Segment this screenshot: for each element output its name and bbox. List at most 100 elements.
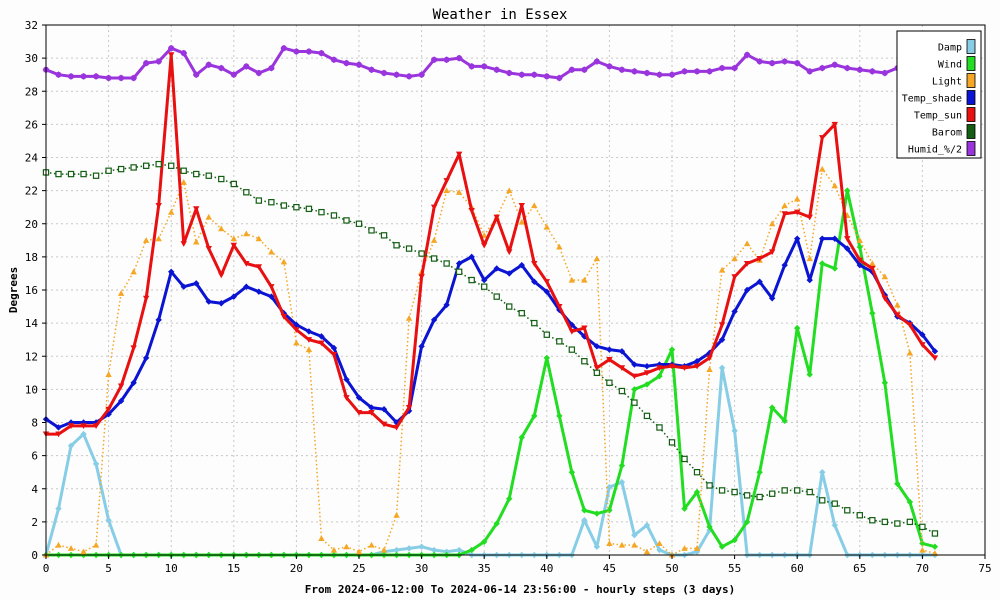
data-point-light — [556, 243, 563, 250]
data-point-temp-sun — [368, 410, 375, 416]
data-point-light — [681, 545, 688, 551]
legend-label-barom: Barom — [932, 128, 962, 139]
data-point-temp-sun — [919, 342, 926, 348]
data-point-temp-shade — [481, 276, 488, 284]
data-point-wind — [931, 543, 939, 550]
data-point-barom — [894, 520, 901, 527]
data-point-temp-sun — [443, 178, 450, 184]
data-point-wind — [743, 518, 751, 526]
data-point-temp-sun — [67, 423, 75, 430]
data-point-temp-sun — [643, 370, 651, 377]
data-point-barom — [280, 202, 288, 209]
data-point-barom — [67, 170, 75, 178]
x-tick-label: 25 — [352, 562, 365, 575]
data-point-temp-sun — [405, 405, 413, 411]
data-point-barom — [493, 293, 500, 300]
data-point-temp-shade — [368, 404, 375, 411]
data-point-light — [205, 213, 212, 220]
legend-swatch-wind — [966, 56, 976, 71]
series-line-temp-sun — [46, 53, 937, 436]
legend-swatch-damp — [966, 39, 976, 54]
data-point-barom — [618, 387, 626, 395]
data-point-light — [531, 202, 538, 209]
legend-label-light: Light — [932, 77, 962, 88]
data-point-damp — [55, 505, 62, 512]
data-point-wind — [681, 505, 688, 512]
data-point-light — [606, 540, 613, 546]
data-point-barom — [218, 175, 225, 183]
y-tick-label: 30 — [25, 52, 38, 65]
data-point-wind — [631, 386, 638, 393]
y-tick-label: 22 — [25, 185, 38, 198]
data-point-temp-sun — [856, 257, 863, 264]
data-point-temp-sun — [681, 365, 688, 372]
data-point-temp-sun — [130, 345, 137, 352]
data-point-temp-sun — [869, 265, 876, 272]
data-point-barom — [243, 189, 250, 196]
data-point-temp-shade — [643, 362, 651, 370]
data-point-wind — [906, 498, 914, 506]
data-point-barom — [718, 487, 726, 494]
data-point-temp-sun — [568, 328, 576, 335]
data-point-temp-shade — [718, 336, 726, 343]
legend-label-humid-2: Humid_%/2 — [908, 145, 962, 156]
data-point-light — [543, 223, 550, 230]
y-tick-label: 4 — [31, 483, 38, 496]
data-point-temp-sun — [806, 214, 813, 221]
data-point-temp-sun — [718, 322, 726, 328]
data-point-barom — [481, 283, 488, 290]
data-point-temp-shade — [856, 261, 863, 269]
data-point-temp-shade — [531, 278, 538, 285]
data-point-light — [781, 202, 788, 209]
data-point-wind — [919, 540, 926, 547]
x-tick-label: 55 — [728, 562, 741, 575]
data-point-light — [243, 230, 250, 237]
data-point-temp-sun — [355, 410, 363, 416]
data-point-wind — [606, 507, 613, 514]
data-point-barom — [193, 170, 200, 178]
data-point-temp-shade — [919, 331, 926, 338]
data-point-temp-sun — [218, 272, 225, 279]
data-point-barom — [806, 488, 813, 496]
data-point-temp-shade — [618, 348, 626, 355]
data-point-temp-sun — [268, 284, 275, 290]
data-point-temp-sun — [581, 325, 588, 332]
data-point-temp-shade — [455, 260, 463, 267]
legend-swatch-humid-2 — [966, 141, 976, 156]
data-point-light — [919, 546, 926, 553]
data-point-temp-shade — [831, 235, 838, 242]
x-axis-label: From 2024-06-12:00 To 2024-06-14 23:56:0… — [305, 583, 735, 596]
data-point-wind — [756, 468, 763, 476]
data-point-damp — [455, 546, 463, 554]
data-point-light — [180, 179, 187, 185]
x-tick-label: 45 — [603, 562, 616, 575]
data-point-barom — [681, 455, 688, 463]
series-light — [42, 165, 939, 558]
data-point-barom — [117, 165, 125, 173]
data-point-temp-sun — [255, 264, 263, 271]
data-point-damp — [393, 546, 400, 554]
data-point-barom — [205, 172, 212, 179]
x-tick-label: 0 — [43, 562, 50, 575]
y-tick-label: 32 — [25, 19, 38, 32]
legend-label-temp-sun: Temp_sun — [914, 111, 962, 122]
data-point-light — [280, 258, 288, 265]
data-point-barom — [318, 208, 325, 216]
data-point-barom — [556, 338, 563, 345]
data-point-temp-sun — [205, 246, 212, 252]
data-point-temp-shade — [130, 379, 137, 386]
series-barom — [42, 160, 939, 537]
data-point-temp-shade — [768, 295, 776, 302]
data-point-temp-shade — [756, 278, 763, 285]
data-point-temp-sun — [455, 151, 463, 158]
data-point-temp-sun — [142, 295, 150, 302]
x-tick-label: 5 — [105, 562, 112, 575]
data-point-wind — [894, 480, 901, 487]
data-point-light — [155, 235, 162, 242]
data-point-wind — [731, 536, 738, 544]
data-point-temp-sun — [380, 421, 388, 428]
data-point-temp-shade — [931, 348, 939, 355]
data-point-temp-sun — [280, 313, 288, 320]
data-point-temp-sun — [894, 312, 901, 319]
data-point-wind — [668, 346, 676, 353]
